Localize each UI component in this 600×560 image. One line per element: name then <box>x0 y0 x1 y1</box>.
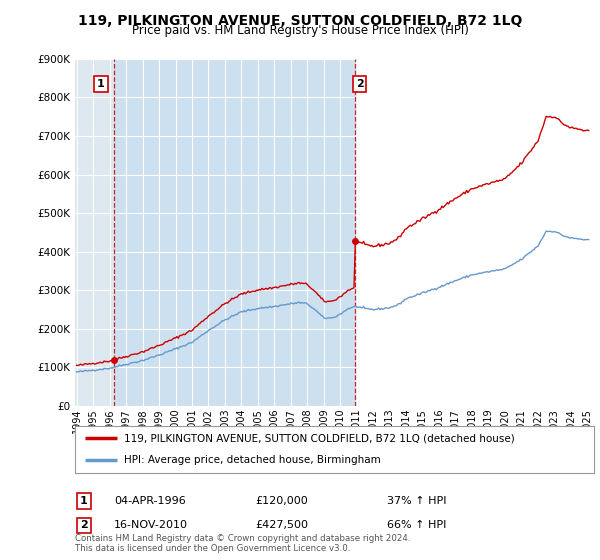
Text: 37% ↑ HPI: 37% ↑ HPI <box>387 496 446 506</box>
Text: 66% ↑ HPI: 66% ↑ HPI <box>387 520 446 530</box>
Text: 1: 1 <box>97 79 105 89</box>
Text: Contains HM Land Registry data © Crown copyright and database right 2024.
This d: Contains HM Land Registry data © Crown c… <box>75 534 410 553</box>
Text: HPI: Average price, detached house, Birmingham: HPI: Average price, detached house, Birm… <box>124 455 381 465</box>
Text: 2: 2 <box>356 79 364 89</box>
Bar <box>114 59 355 406</box>
Text: 1: 1 <box>80 496 88 506</box>
Text: 119, PILKINGTON AVENUE, SUTTON COLDFIELD, B72 1LQ: 119, PILKINGTON AVENUE, SUTTON COLDFIELD… <box>78 14 522 28</box>
Text: 2: 2 <box>80 520 88 530</box>
Text: £427,500: £427,500 <box>255 520 308 530</box>
Text: Price paid vs. HM Land Registry's House Price Index (HPI): Price paid vs. HM Land Registry's House … <box>131 24 469 37</box>
Text: 04-APR-1996: 04-APR-1996 <box>114 496 186 506</box>
Text: £120,000: £120,000 <box>255 496 308 506</box>
Bar <box>75 59 114 406</box>
Text: 16-NOV-2010: 16-NOV-2010 <box>114 520 188 530</box>
Text: 119, PILKINGTON AVENUE, SUTTON COLDFIELD, B72 1LQ (detached house): 119, PILKINGTON AVENUE, SUTTON COLDFIELD… <box>124 433 515 444</box>
